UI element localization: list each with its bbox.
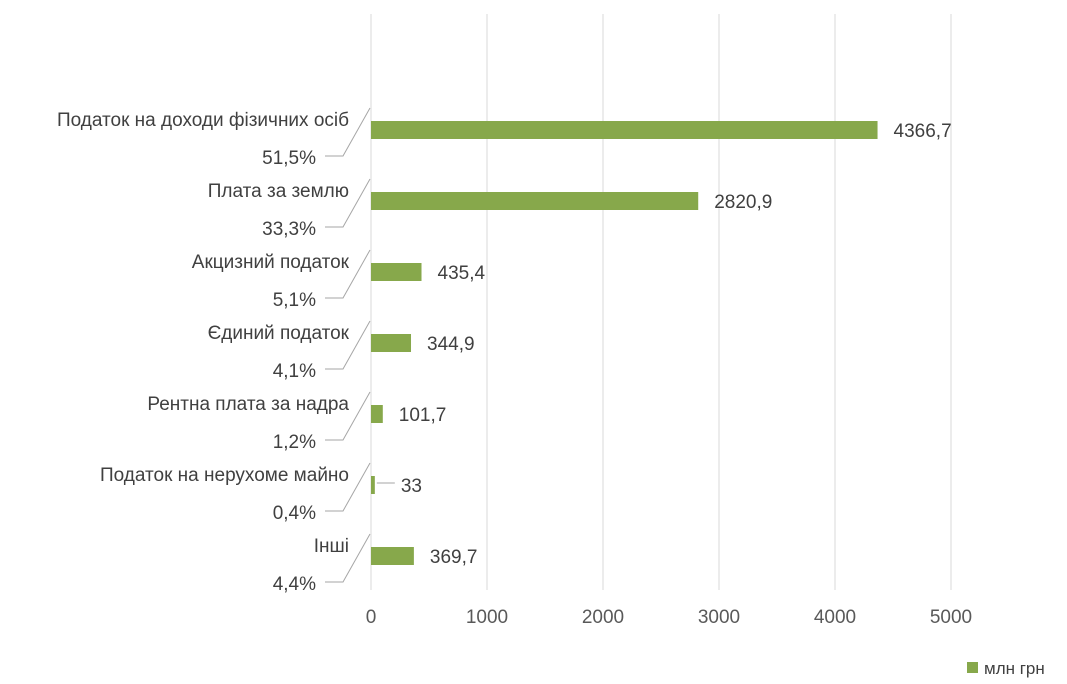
category-label: Плата за землю xyxy=(208,181,349,202)
legend-swatch xyxy=(967,662,978,673)
x-tick-label: 4000 xyxy=(814,607,856,628)
value-label: 344,9 xyxy=(427,334,475,355)
category-label: Податок на нерухоме майно xyxy=(100,465,349,486)
label-leader-line xyxy=(325,391,371,441)
legend: млн грн xyxy=(967,659,1045,678)
label-leader-line xyxy=(325,320,371,370)
category-label: Рентна плата за надра xyxy=(147,394,349,415)
x-axis-ticks: 0 1000 2000 3000 4000 5000 xyxy=(366,607,972,628)
x-tick-label: 0 xyxy=(366,607,377,628)
percentage-label: 4,4% xyxy=(273,574,316,595)
category-label: Акцизний податок xyxy=(192,252,350,273)
value-label: 33 xyxy=(401,476,422,497)
label-leader-line xyxy=(325,249,371,299)
value-label: 4366,7 xyxy=(894,121,952,142)
category-label: Інші xyxy=(314,536,349,557)
percentage-label: 51,5% xyxy=(262,148,316,169)
label-leader-line xyxy=(325,107,371,157)
x-tick-label: 5000 xyxy=(930,607,972,628)
bar xyxy=(371,547,414,565)
legend-label: млн грн xyxy=(984,659,1045,678)
bar xyxy=(371,405,383,423)
percentage-label: 33,3% xyxy=(262,219,316,240)
percentage-label: 4,1% xyxy=(273,361,316,382)
bar xyxy=(371,476,375,494)
bar xyxy=(371,121,878,139)
x-tick-label: 2000 xyxy=(582,607,624,628)
x-tick-label: 3000 xyxy=(698,607,740,628)
category-labels: Податок на доходи фізичних осіб Плата за … xyxy=(57,110,350,557)
percentage-label: 0,4% xyxy=(273,503,316,524)
percentage-label: 1,2% xyxy=(273,432,316,453)
leader-lines xyxy=(325,107,395,583)
label-leader-line xyxy=(325,178,371,228)
value-labels: 4366,7 2820,9 435,4 344,9 101,7 33 369,7 xyxy=(399,121,952,568)
value-label: 2820,9 xyxy=(714,192,772,213)
value-label: 101,7 xyxy=(399,405,447,426)
value-label: 369,7 xyxy=(430,547,478,568)
bar xyxy=(371,263,422,281)
gridlines xyxy=(370,14,952,590)
bar xyxy=(371,192,699,210)
label-leader-line xyxy=(325,533,371,583)
percentage-label: 5,1% xyxy=(273,290,316,311)
percentage-labels: 51,5% 33,3% 5,1% 4,1% 1,2% 0,4% 4,4% xyxy=(262,148,316,595)
bars xyxy=(371,121,878,565)
category-label: Податок на доходи фізичних осіб xyxy=(57,110,349,131)
bar xyxy=(371,334,412,352)
value-label: 435,4 xyxy=(438,263,486,284)
x-tick-label: 1000 xyxy=(466,607,508,628)
label-leader-line xyxy=(325,462,371,512)
category-label: Єдиний податок xyxy=(208,323,350,344)
